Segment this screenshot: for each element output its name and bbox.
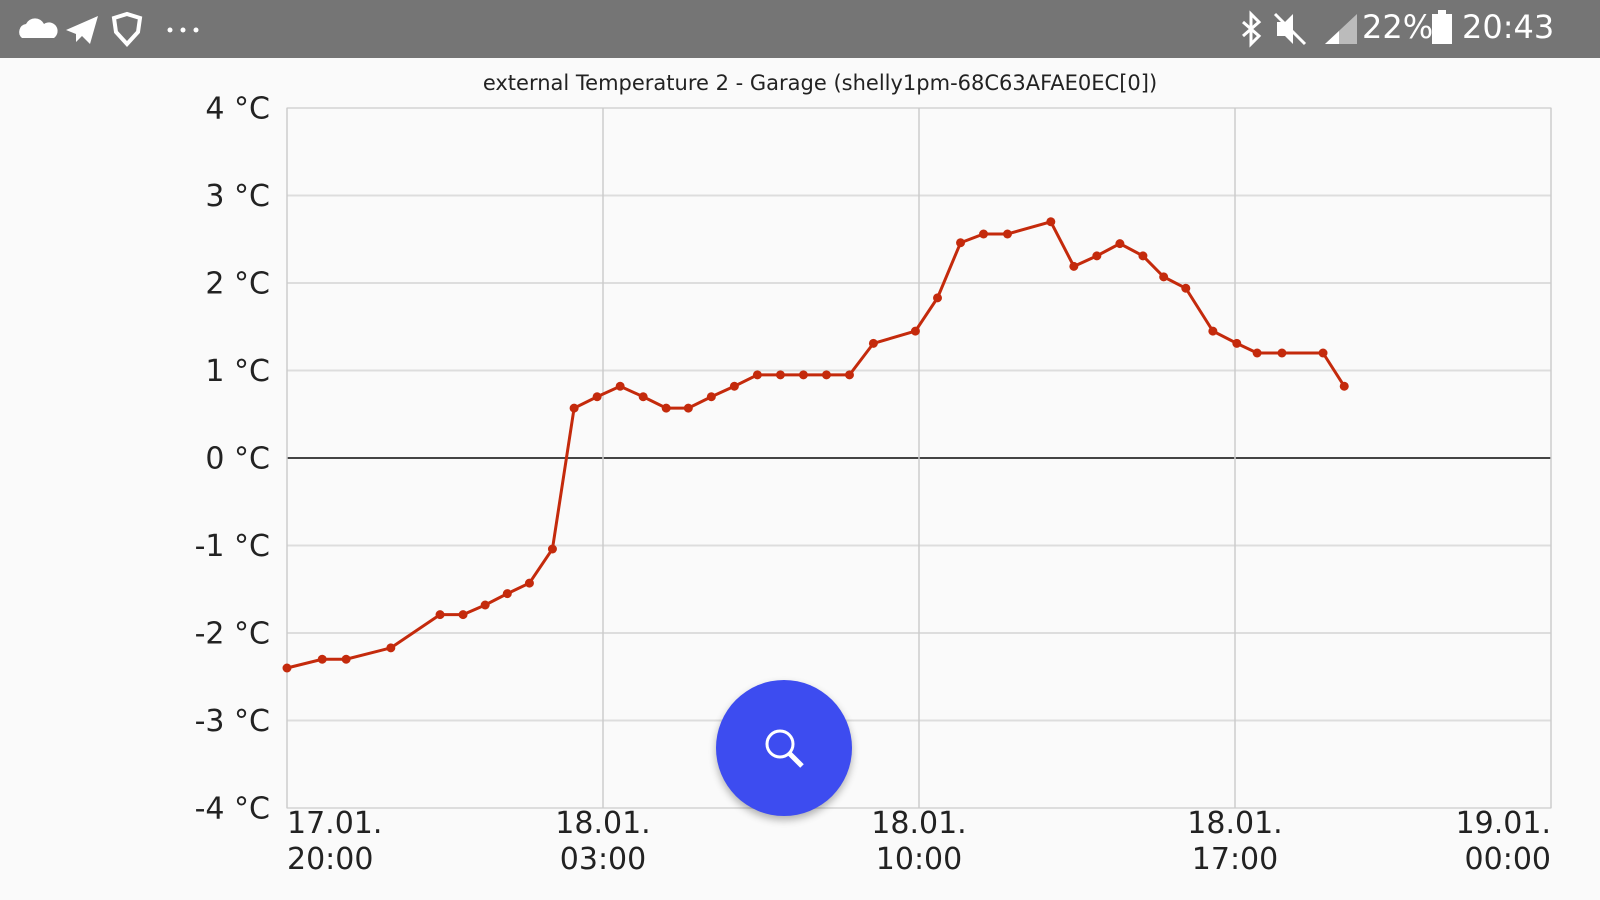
x-tick-label: 18.01. 03:00 xyxy=(555,806,651,877)
data-point xyxy=(615,381,625,391)
status-icons-right xyxy=(1242,10,1357,48)
y-tick-label: 1 °C xyxy=(205,354,270,389)
data-point xyxy=(868,338,878,348)
data-point xyxy=(480,600,490,610)
chart-title: external Temperature 2 - Garage (shelly1… xyxy=(483,71,1157,95)
data-point xyxy=(1252,348,1262,358)
x-tick-label: 18.01. 10:00 xyxy=(871,806,967,877)
y-tick-label: 2 °C xyxy=(205,267,270,302)
battery-icon xyxy=(1432,10,1452,44)
data-point xyxy=(933,293,943,303)
data-point xyxy=(1159,272,1169,282)
data-point xyxy=(1181,283,1191,293)
y-tick-label: -4 °C xyxy=(195,792,270,827)
data-point xyxy=(317,654,327,664)
data-point xyxy=(458,610,468,620)
data-point xyxy=(1277,348,1287,358)
data-point xyxy=(592,392,602,402)
data-point xyxy=(979,229,989,239)
data-point xyxy=(1115,239,1125,249)
data-point xyxy=(661,403,671,413)
data-point xyxy=(282,663,292,673)
data-point xyxy=(1232,338,1242,348)
data-point xyxy=(1208,326,1218,336)
data-point xyxy=(1092,251,1102,261)
data-point xyxy=(683,403,693,413)
y-tick-label: -3 °C xyxy=(195,704,270,739)
data-point xyxy=(844,370,854,380)
data-point xyxy=(1002,229,1012,239)
x-tick-label: 17.01. 20:00 xyxy=(287,806,383,877)
data-point xyxy=(638,392,648,402)
data-point xyxy=(729,381,739,391)
data-point xyxy=(547,544,557,554)
data-point xyxy=(435,610,445,620)
data-point xyxy=(386,643,396,653)
data-point xyxy=(752,370,762,380)
data-point xyxy=(910,326,920,336)
data-point xyxy=(1138,251,1148,261)
zoom-button[interactable] xyxy=(716,680,852,816)
data-point xyxy=(706,392,716,402)
battery-percent: 22% xyxy=(1362,8,1434,46)
data-point xyxy=(1069,261,1079,271)
data-point xyxy=(775,370,785,380)
data-point xyxy=(1318,348,1328,358)
status-icons xyxy=(19,11,199,47)
y-tick-label: 0 °C xyxy=(205,442,270,477)
y-tick-label: 4 °C xyxy=(205,92,270,127)
data-point xyxy=(524,578,534,588)
x-tick-label: 19.01. 00:00 xyxy=(1455,806,1551,877)
y-tick-label: -1 °C xyxy=(195,529,270,564)
x-tick-label: 18.01. 17:00 xyxy=(1187,806,1283,877)
data-point xyxy=(341,654,351,664)
data-point xyxy=(956,238,966,248)
data-point xyxy=(502,589,512,599)
data-point xyxy=(821,370,831,380)
y-tick-label: -2 °C xyxy=(195,617,270,652)
data-point xyxy=(1339,381,1349,391)
y-tick-label: 3 °C xyxy=(205,179,270,214)
zoom-icon xyxy=(765,729,804,768)
status-bar: 22% 20:43 xyxy=(0,0,1600,58)
data-point xyxy=(798,370,808,380)
data-point xyxy=(569,403,579,413)
clock: 20:43 xyxy=(1462,8,1555,46)
data-point xyxy=(1046,217,1056,227)
